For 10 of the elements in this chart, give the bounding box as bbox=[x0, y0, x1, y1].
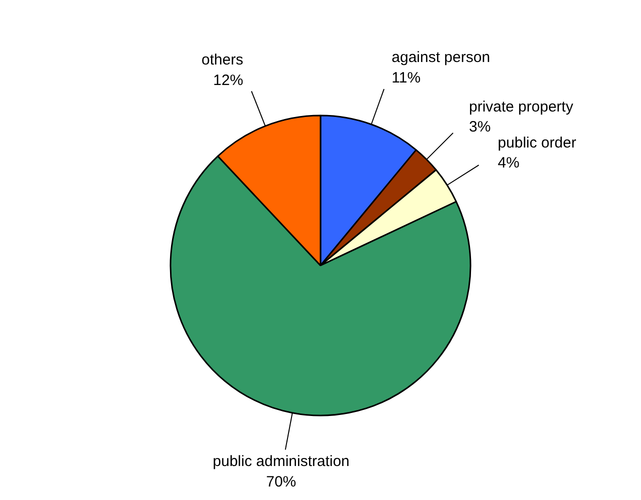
slice-label: public administration bbox=[212, 453, 350, 470]
data-label: 12% bbox=[213, 72, 244, 89]
slice-label: private property bbox=[468, 98, 574, 116]
slice-label: against person bbox=[392, 49, 490, 66]
data-label: 4% bbox=[498, 154, 520, 172]
data-label: 70% bbox=[266, 473, 296, 490]
slice-label: public order bbox=[498, 134, 576, 152]
data-label: 11% bbox=[392, 70, 421, 87]
slice-label: others bbox=[202, 52, 244, 69]
data-label: 3% bbox=[468, 118, 491, 136]
